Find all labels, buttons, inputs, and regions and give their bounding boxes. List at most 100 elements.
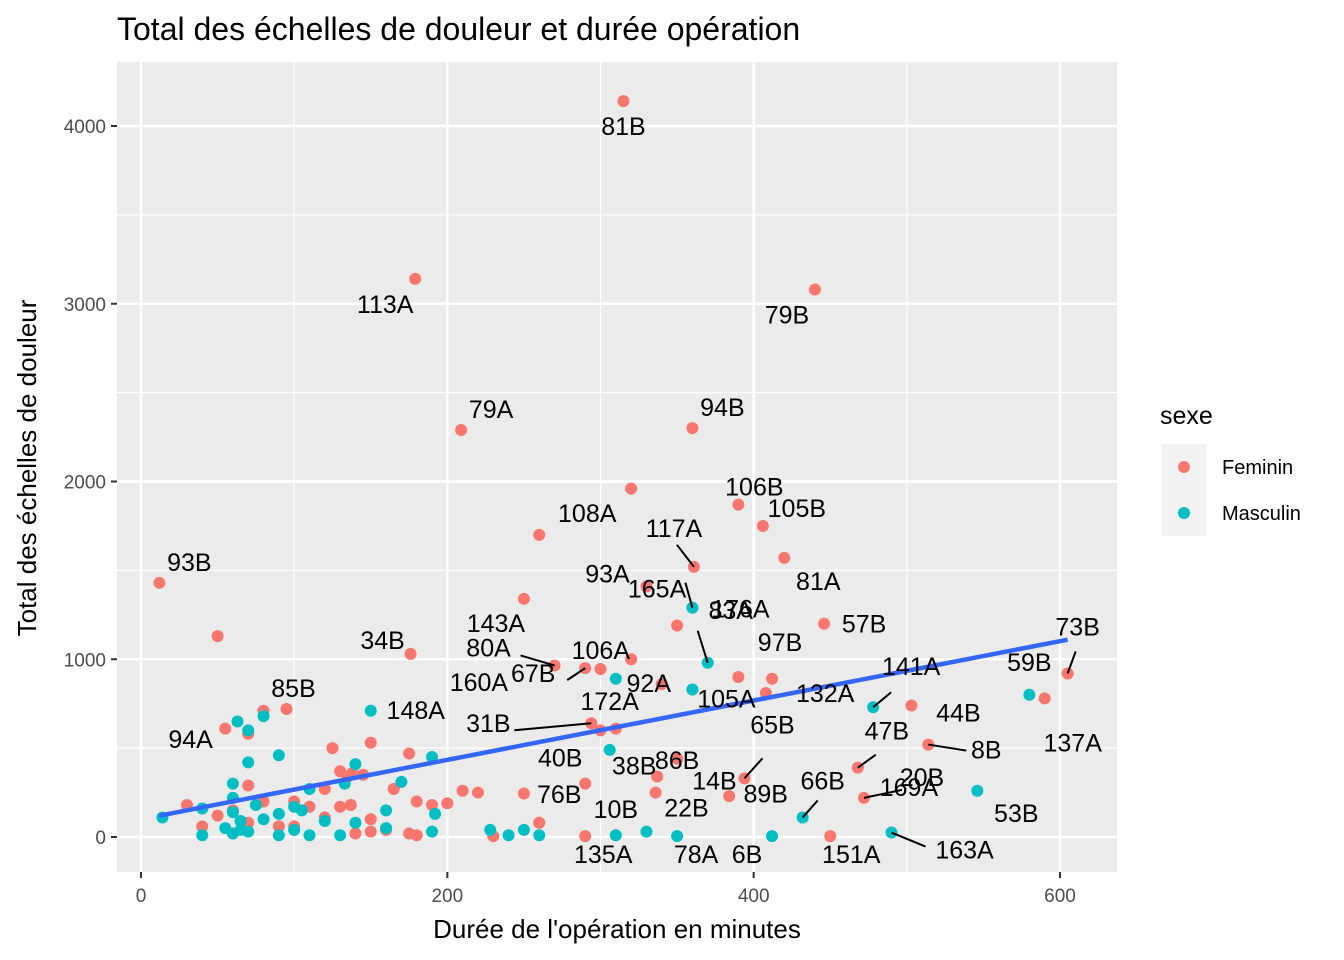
scatter-point-masculin (242, 724, 255, 737)
scatter-point-feminin (403, 747, 416, 760)
y-axis-title: Total des échelles de douleur (12, 299, 42, 636)
scatter-point-masculin (502, 829, 515, 842)
scatter-point-feminin (349, 827, 362, 840)
scatter-point-feminin (1038, 692, 1051, 705)
scatter-point-masculin (349, 758, 362, 771)
x-tick-label: 0 (136, 886, 147, 907)
scatter-point-feminin (211, 809, 224, 822)
point-label: 66B (800, 767, 844, 795)
point-label: 80A (466, 634, 511, 662)
label-leader-line (891, 831, 926, 848)
scatter-point-feminin (640, 580, 653, 593)
point-label: 14B (692, 767, 736, 795)
point-label: 65B (750, 711, 794, 739)
point-label: 31B (466, 710, 510, 738)
scatter-point-feminin (778, 551, 791, 564)
point-label: 53B (994, 800, 1038, 828)
point-label: 73B (1055, 613, 1099, 641)
point-label: 76B (537, 781, 581, 809)
point-label: 105B (768, 495, 826, 523)
scatter-point-masculin (971, 784, 984, 797)
scatter-point-feminin (732, 498, 745, 511)
label-leader-line (863, 788, 903, 799)
y-tick-label: 0 (95, 828, 106, 849)
point-label: 117A (646, 515, 703, 543)
scatter-point-masculin (295, 804, 308, 817)
point-label: 20B (900, 764, 944, 792)
label-leader-line (857, 753, 877, 769)
label-leader-line (520, 654, 555, 667)
scatter-point-feminin (533, 528, 546, 541)
scatter-point-masculin (671, 830, 684, 843)
grid-minor (117, 62, 1117, 872)
scatter-point-feminin (649, 786, 662, 799)
point-label: 97B (758, 629, 802, 657)
scatter-point-masculin (226, 827, 239, 840)
scatter-point-feminin (280, 703, 293, 716)
scatter-point-masculin (484, 823, 497, 836)
scatter-point-masculin (272, 807, 285, 820)
label-leader-line (676, 544, 695, 568)
scatter-point-feminin (387, 783, 400, 796)
scatter-point-feminin (410, 795, 423, 808)
scatter-point-masculin (196, 829, 209, 842)
point-label: 86B (655, 747, 699, 775)
scatter-point-feminin (364, 825, 377, 838)
scatter-point-masculin (395, 775, 408, 788)
scatter-point-feminin (671, 752, 684, 765)
scatter-point-feminin (153, 576, 166, 589)
scatter-point-feminin (242, 779, 255, 792)
point-label: 59B (1007, 649, 1051, 677)
label-leader-line (684, 582, 694, 608)
scatter-point-masculin (1023, 688, 1036, 701)
x-tick-label: 400 (738, 886, 770, 907)
scatter-point-masculin (766, 830, 779, 843)
scatter-point-feminin (533, 816, 546, 829)
scatter-point-masculin (318, 815, 331, 828)
point-label: 106B (725, 474, 783, 502)
point-label: 83A (708, 597, 753, 625)
y-tick-label: 4000 (64, 117, 106, 138)
x-axis-ticks: 0 200 400 600 (136, 872, 1076, 907)
scatter-point-feminin (517, 592, 530, 605)
point-label: 143A (467, 610, 526, 638)
scatter-point-masculin (533, 829, 546, 842)
point-label: 137A (1043, 729, 1102, 757)
point-label: 67B (511, 660, 555, 688)
point-label: 8B (971, 737, 1002, 765)
point-label: 106A (572, 637, 631, 665)
scatter-point-feminin (219, 722, 232, 735)
point-label: 113A (357, 291, 414, 319)
scatter-point-feminin (671, 619, 684, 632)
scatter-point-feminin (579, 830, 592, 843)
scatter-point-masculin (257, 710, 270, 723)
point-label: 81A (796, 568, 841, 596)
point-label: 79B (765, 302, 809, 330)
scatter-point-feminin (818, 617, 831, 630)
data-points (153, 95, 1074, 843)
scatter-point-masculin (303, 829, 316, 842)
scatter-point-masculin (364, 704, 377, 717)
scatter-point-feminin (625, 653, 638, 666)
scatter-point-masculin (609, 672, 622, 685)
legend-label-masculin: Masculin (1222, 503, 1301, 525)
scatter-point-feminin (455, 423, 468, 436)
trend-line (158, 637, 1069, 818)
scatter-point-masculin (226, 806, 239, 819)
scatter-point-masculin (231, 715, 244, 728)
point-label: 78A (674, 841, 719, 869)
scatter-point-feminin (456, 784, 469, 797)
scatter-point-feminin (364, 813, 377, 826)
label-leader-line (1066, 651, 1077, 674)
scatter-point-feminin (410, 829, 423, 842)
point-label: 172A (580, 688, 639, 716)
scatter-point-masculin (272, 749, 285, 762)
x-axis-title: Durée de l'opération en minutes (433, 914, 801, 944)
point-label: 81B (601, 113, 645, 141)
scatter-point-masculin (288, 823, 301, 836)
label-leader-line (743, 757, 764, 780)
scatter-point-feminin (471, 786, 484, 799)
label-leader-line (801, 799, 819, 819)
